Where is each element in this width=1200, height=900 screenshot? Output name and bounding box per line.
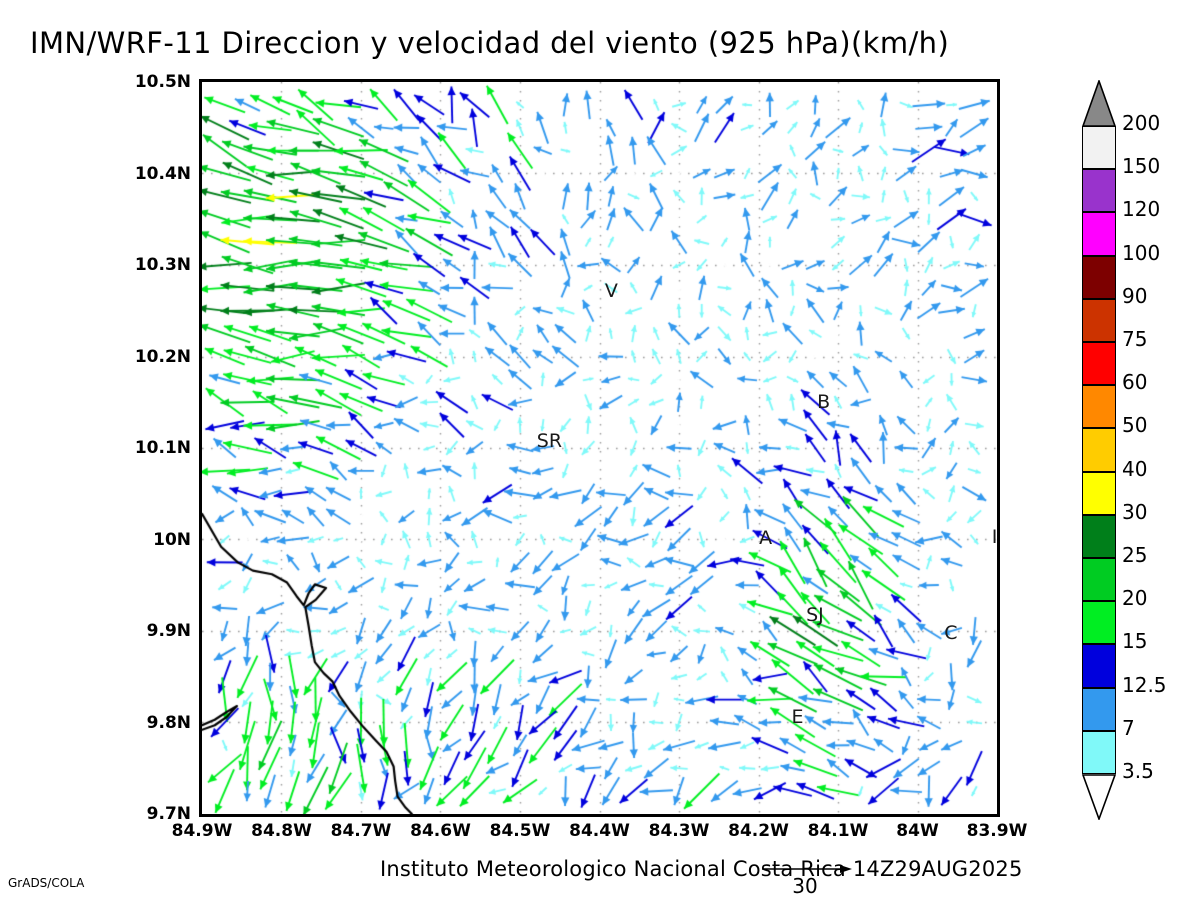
y-axis-tick-label: 10.1N — [134, 438, 191, 458]
x-axis-tick-label: 84.5W — [489, 821, 551, 841]
colorbar-swatch — [1082, 255, 1116, 299]
x-axis-tick-label: 84W — [896, 821, 939, 841]
colorbar-tick-label: 150 — [1122, 154, 1161, 179]
colorbar-tick-label: 120 — [1122, 197, 1161, 222]
colorbar-swatch — [1082, 471, 1116, 515]
colorbar-swatch — [1082, 601, 1116, 645]
colorbar-tick-label: 12.5 — [1122, 672, 1167, 697]
colorbar-tick-label: 7 — [1122, 715, 1135, 740]
x-axis-tick-label: 84.6W — [410, 821, 471, 841]
colorbar-tick-label: 25 — [1122, 543, 1148, 568]
y-axis-tick-label: 9.7N — [146, 804, 191, 824]
colorbar-swatch — [1082, 342, 1116, 386]
footer-credit: Instituto Meteorologico Nacional Costa R… — [380, 857, 1023, 881]
colorbar-tick-label: 60 — [1122, 370, 1148, 395]
colorbar-tick-label: 100 — [1122, 240, 1161, 265]
y-axis-tick-label: 10.4N — [134, 163, 191, 184]
colorbar-tick-label: 50 — [1122, 413, 1148, 438]
grads-credit: GrADS/COLA — [8, 876, 85, 890]
colorbar-legend: 200 150 120 100 90 75 60 50 40 30 25 20 15 12.5 7 3.5 — [1082, 80, 1167, 820]
colorbar-tick-label: 40 — [1122, 456, 1148, 481]
colorbar-swatch — [1082, 385, 1116, 429]
colorbar-swatch — [1082, 558, 1116, 602]
y-axis-tick-label: 10.3N — [134, 255, 191, 275]
colorbar-tick-label: 3.5 — [1122, 759, 1154, 784]
x-axis-tick-label: 84.9W — [171, 821, 233, 841]
colorbar-swatch — [1082, 644, 1116, 688]
colorbar-tick-label: 90 — [1122, 283, 1148, 308]
y-axis-tick-label: 10.5N — [134, 72, 191, 92]
colorbar-swatch — [1082, 730, 1116, 774]
colorbar-tick-label: 75 — [1122, 327, 1148, 352]
colorbar-swatch — [1082, 428, 1116, 472]
colorbar-tick-label: 15 — [1122, 629, 1148, 654]
colorbar-tick-label: 30 — [1122, 499, 1148, 524]
x-axis-tick-label: 83.9W — [966, 821, 1028, 841]
x-axis-tick-label: 84.4W — [569, 821, 630, 841]
y-axis-tick-label: 10.2N — [134, 346, 191, 367]
x-axis-tick-label: 84.3W — [648, 821, 710, 841]
plot-area — [199, 79, 1000, 817]
y-axis-tick-label: 9.9N — [146, 621, 191, 641]
colorbar-swatch — [1082, 169, 1116, 213]
colorbar-tick-label: 200 — [1122, 111, 1161, 136]
x-axis-tick-label: 84.7W — [330, 821, 392, 841]
reference-vector-arrow — [762, 865, 852, 873]
y-axis-tick-label: 9.8N — [146, 712, 191, 733]
colorbar-swatch — [1082, 687, 1116, 731]
x-axis-tick-label: 84.1W — [807, 821, 869, 841]
colorbar-swatch — [1082, 126, 1116, 170]
colorbar-swatch — [1082, 212, 1116, 256]
colorbar-swatch — [1082, 514, 1116, 558]
colorbar-tick-label: 20 — [1122, 586, 1148, 611]
y-axis-tick-label: 10N — [153, 529, 191, 550]
colorbar-swatch — [1082, 298, 1116, 342]
reference-vector-label: 30 — [792, 874, 818, 898]
x-axis-tick-label: 84.2W — [728, 821, 789, 841]
colorbar-bottom-arrow — [1082, 774, 1116, 820]
x-axis-tick-label: 84.8W — [251, 821, 312, 841]
page-title: IMN/WRF-11 Direccion y velocidad del vie… — [30, 26, 950, 60]
colorbar-top-arrow — [1082, 80, 1116, 126]
coastline — [202, 82, 997, 814]
